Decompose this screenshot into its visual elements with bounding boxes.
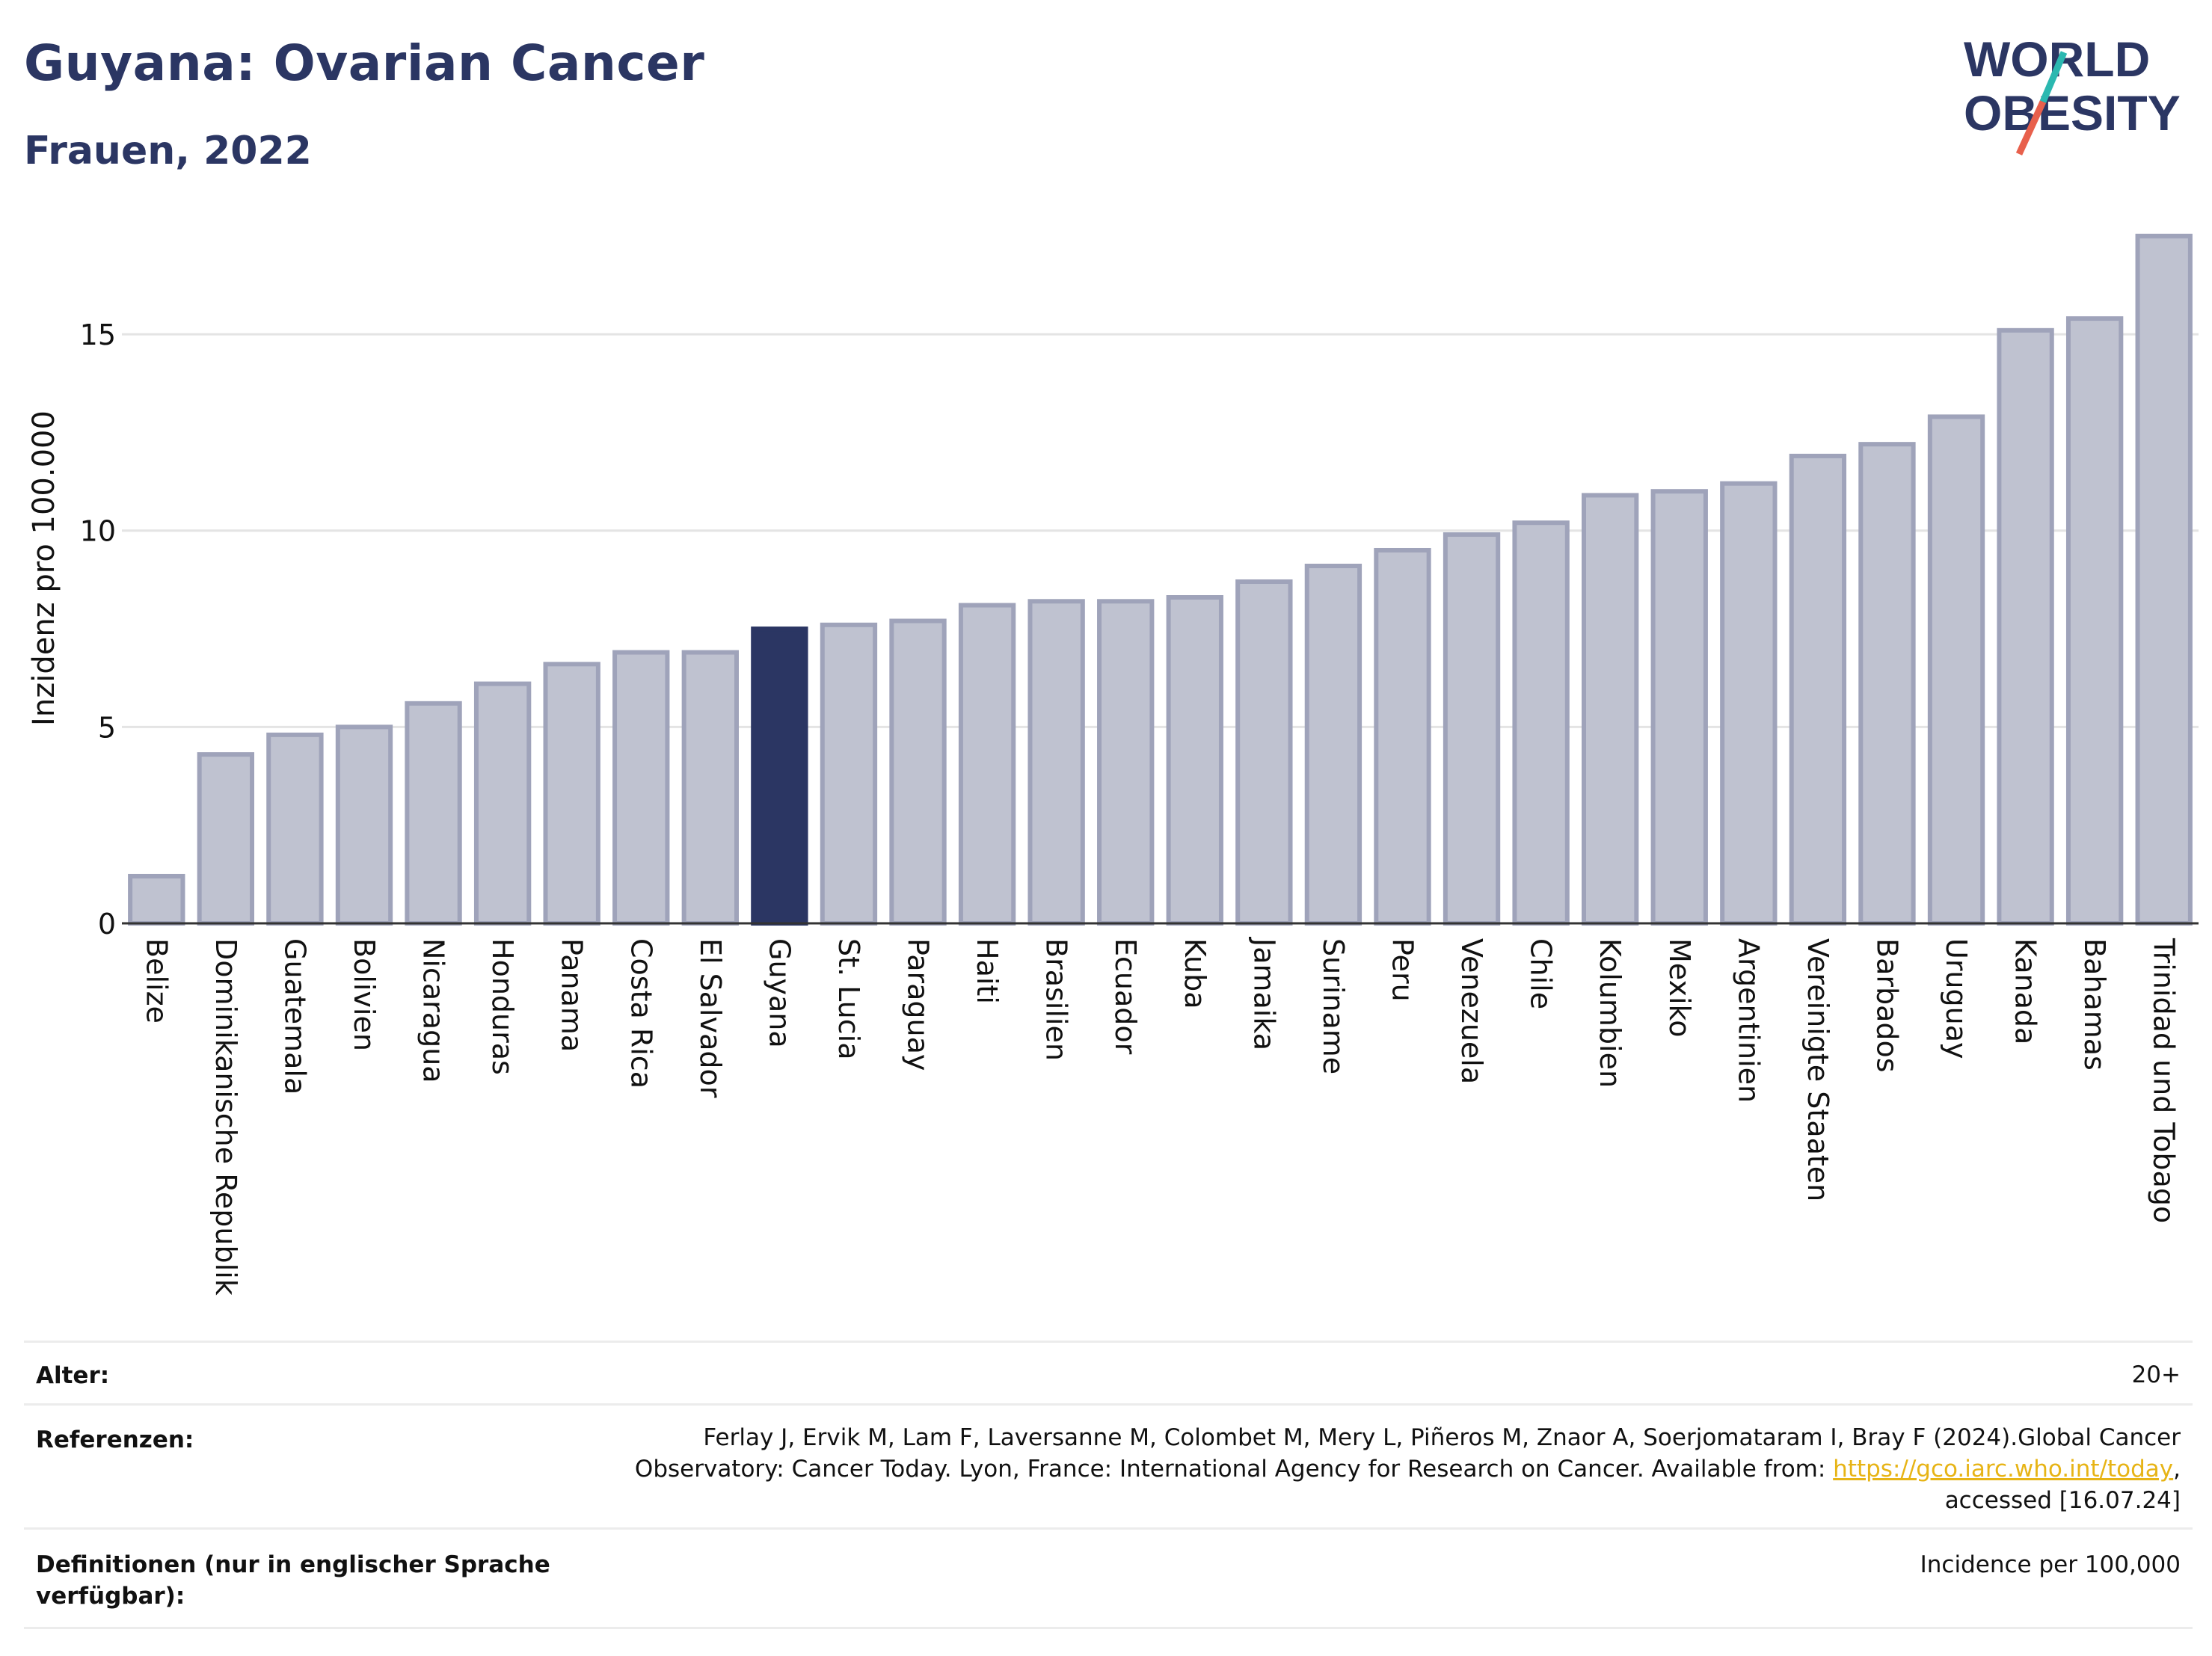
definitions-value: Incidence per 100,000 (1920, 1551, 2181, 1578)
bar-kolumbien (1582, 493, 1639, 926)
bar-kanada (1997, 327, 2054, 926)
x-tick-label: Vereinigte Staaten (1801, 938, 1834, 1201)
x-tick-label: Brasilien (1040, 938, 1073, 1061)
y-tick-label: 0 (98, 908, 116, 941)
y-tick-label: 10 (80, 515, 116, 548)
footer-definitions-row: Definitionen (nur in englischer Sprache … (24, 1527, 2193, 1629)
bar-brasilien (1027, 599, 1085, 926)
bar-costa-rica (612, 650, 670, 926)
age-value: 20+ (2131, 1361, 2181, 1388)
x-tick-label: Mexiko (1663, 938, 1696, 1037)
bar-chile (1512, 520, 1570, 926)
bar-chart: 0 5 10 15 Belize Dominikanische Republik Guat… (27, 233, 2199, 1296)
x-tick-label: Bolivien (348, 938, 381, 1051)
y-axis-label: Inzidenz pro 100.000 (27, 410, 61, 726)
logo-slash-coral (2015, 100, 2047, 156)
x-tick-label: Chile (1525, 938, 1558, 1009)
bar-suriname (1304, 563, 1362, 926)
definitions-label: Definitionen (nur in englischer Sprache … (36, 1549, 550, 1612)
world-obesity-logo: WORLD OBESITY (1964, 31, 2181, 156)
chart-grid (122, 333, 2199, 728)
references-line-2-text: Observatory: Cancer Today. Lyon, France:… (634, 1456, 1834, 1483)
bar-argentinien (1720, 481, 1778, 926)
x-tick-label: Costa Rica (624, 938, 657, 1089)
y-tick-label: 5 (98, 711, 116, 744)
logo-line1: WORLD (1964, 31, 2150, 87)
x-tick-label: Guyana (763, 938, 796, 1048)
definitions-label-line-1: Definitionen (nur in englischer Sprache (36, 1551, 550, 1578)
logo-slash-teal (2039, 51, 2068, 103)
x-tick-label: Barbados (1870, 938, 1903, 1073)
page-subtitle: Frauen, 2022 (24, 129, 312, 173)
bar-mexiko (1650, 489, 1708, 926)
x-tick-label: Kolumbien (1594, 938, 1626, 1088)
age-label: Alter: (36, 1362, 110, 1389)
x-tick-label: Suriname (1317, 938, 1350, 1074)
x-tick-label: Uruguay (1940, 938, 1973, 1059)
chart-bars (128, 233, 2193, 926)
x-tick-label: Honduras (486, 938, 519, 1075)
bar-peru (1374, 547, 1431, 926)
references-line-3: accessed [16.07.24] (1944, 1487, 2181, 1514)
y-tick-label: 15 (80, 318, 116, 351)
bar-trinidad-und-tobago (2135, 233, 2193, 926)
x-tick-label: St. Lucia (832, 938, 865, 1060)
definitions-label-line-2: verfügbar): (36, 1583, 185, 1610)
x-tick-label: El Salvador (694, 938, 727, 1098)
x-tick-label: Panama (556, 938, 589, 1052)
x-tick-label: Venezuela (1455, 938, 1488, 1084)
bar-paraguay (889, 618, 947, 926)
bar-honduras (473, 681, 532, 926)
x-tick-label: Kanada (2009, 938, 2042, 1044)
bar-jamaika (1235, 579, 1293, 926)
bar-st-lucia (820, 622, 878, 926)
bar-el-salvador (681, 650, 739, 926)
bar-dominikanische-republik (197, 752, 255, 926)
x-tick-label: Jamaika (1247, 937, 1280, 1050)
gco-link[interactable]: https://gco.iarc.who.int/today (1833, 1456, 2174, 1483)
x-tick-label: Haiti (971, 938, 1004, 1004)
references-line-2: Observatory: Cancer Today. Lyon, France:… (635, 1453, 2181, 1485)
bar-bolivien (335, 724, 393, 926)
bar-panama (543, 662, 600, 926)
bar-barbados (1858, 442, 1916, 926)
references-line-2-comma: , (2173, 1456, 2181, 1483)
references-label: Referenzen: (36, 1426, 194, 1453)
bar-venezuela (1443, 532, 1501, 926)
bar-guatemala (266, 732, 324, 926)
bar-belize (128, 873, 185, 926)
footer-references-row: Referenzen: Ferlay J, Ervik M, Lam F, La… (24, 1403, 2193, 1530)
x-tick-label: Belize (140, 938, 173, 1024)
page-title: Guyana: Ovarian Cancer (24, 34, 705, 92)
footer-age-row: Alter: 20+ (24, 1341, 2193, 1406)
bar-bahamas (2065, 316, 2124, 926)
bar-uruguay (1927, 414, 1985, 926)
y-axis-ticks: 0 5 10 15 (80, 318, 116, 941)
bar-ecuador (1097, 599, 1155, 926)
x-tick-label: Bahamas (2078, 938, 2111, 1071)
references-line-1: Ferlay J, Ervik M, Lam F, Laversanne M, … (703, 1424, 2181, 1451)
x-tick-label: Paraguay (902, 938, 935, 1071)
bar-nicaragua (405, 701, 462, 926)
x-tick-label: Dominikanische Republik (209, 938, 242, 1296)
bar-vereinigte-staaten (1789, 453, 1847, 926)
x-axis-tick-labels: Belize Dominikanische Republik Guatemala Bo… (140, 937, 2180, 1296)
x-tick-label: Kuba (1179, 938, 1211, 1009)
bar-guyana (751, 627, 808, 926)
x-tick-label: Argentinien (1732, 938, 1765, 1103)
references-text: Ferlay J, Ervik M, Lam F, Laversanne M, … (635, 1422, 2181, 1516)
x-tick-label: Nicaragua (417, 938, 450, 1083)
bar-kuba (1166, 595, 1223, 926)
x-tick-label: Trinidad und Tobago (2148, 938, 2181, 1223)
x-tick-label: Ecuador (1109, 938, 1142, 1055)
logo-line2: OBESITY (1964, 85, 2181, 141)
x-tick-label: Peru (1386, 938, 1419, 1002)
x-tick-label: Guatemala (278, 938, 311, 1095)
bar-haiti (958, 603, 1016, 926)
